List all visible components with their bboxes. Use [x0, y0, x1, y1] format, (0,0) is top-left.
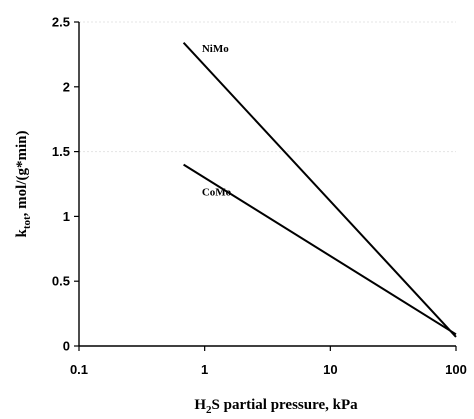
x-axis-title: H2S partial pressure, kPa — [194, 397, 358, 416]
series-label-como: CoMo — [202, 187, 232, 199]
y-tick-label: 0.5 — [52, 274, 70, 289]
series-line-como — [183, 163, 457, 336]
y-tick-label: 1 — [63, 209, 70, 224]
x-tick-label: 0.1 — [70, 362, 88, 377]
y-tick-label: 1.5 — [52, 144, 70, 159]
series-label-nimo: NiMo — [202, 43, 229, 55]
y-axis-title: ktot, mol/(g*min) — [14, 130, 33, 237]
series-line-nimo — [182, 42, 457, 338]
series-lines: NiMo CoMo — [182, 42, 457, 338]
x-tick-label: 1 — [201, 362, 208, 377]
x-tick-label: 10 — [323, 362, 337, 377]
axes — [78, 22, 456, 347]
gridlines — [79, 21, 456, 153]
x-tick-label: 100 — [445, 362, 467, 377]
ticks: 0 0.5 1 1.5 2 2.5 0.1 1 10 100 — [52, 15, 467, 378]
y-tick-label: 0 — [63, 339, 70, 354]
y-tick-label: 2.5 — [52, 15, 70, 30]
y-tick-label: 2 — [63, 79, 70, 94]
